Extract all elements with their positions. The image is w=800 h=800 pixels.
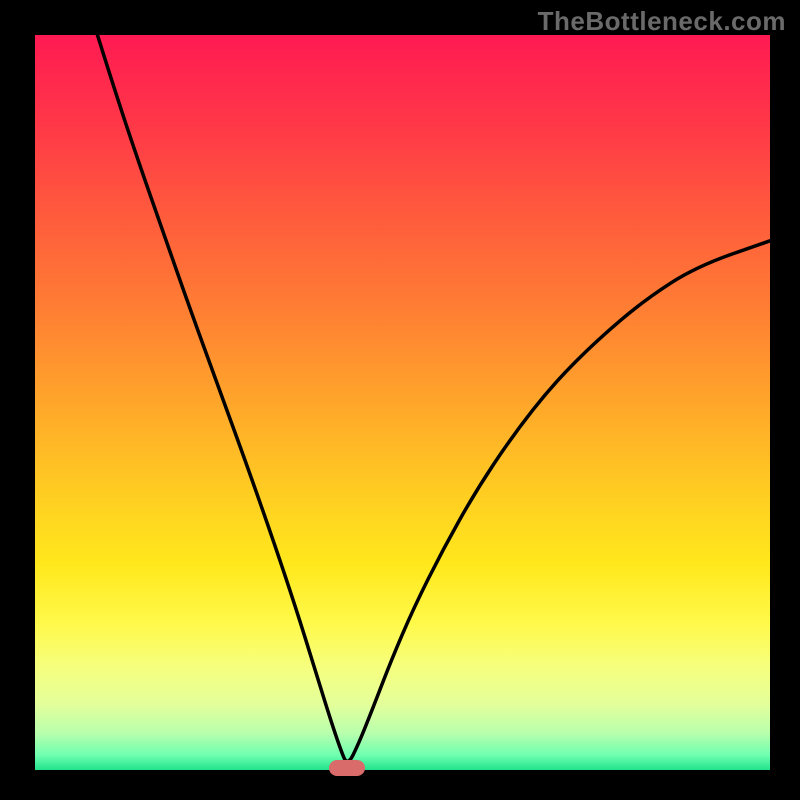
v-curve-path <box>97 35 770 761</box>
chart-container: TheBottleneck.com <box>0 0 800 800</box>
watermark-text: TheBottleneck.com <box>538 6 786 37</box>
bottleneck-curve <box>0 0 800 800</box>
optimum-marker <box>329 760 365 776</box>
